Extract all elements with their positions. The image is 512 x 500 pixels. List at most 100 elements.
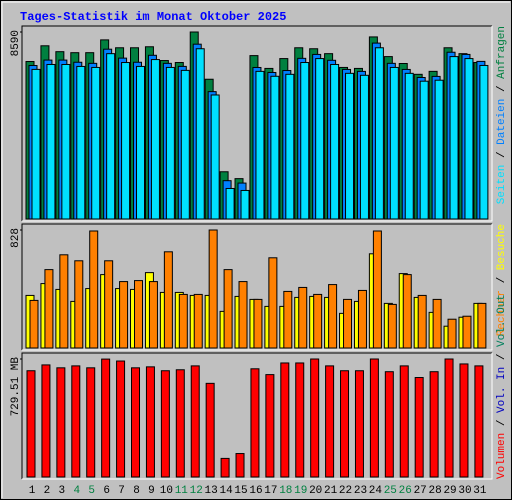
bar	[399, 365, 409, 478]
bar	[31, 68, 41, 220]
bar	[205, 382, 215, 478]
bar	[315, 58, 325, 220]
bar	[402, 274, 412, 349]
bar	[434, 79, 444, 220]
x-tick-label: 8	[133, 485, 140, 497]
bar	[46, 63, 56, 220]
bar	[165, 66, 175, 220]
bar	[295, 362, 305, 478]
bar	[432, 298, 442, 349]
bar	[357, 289, 367, 349]
bar	[255, 70, 265, 220]
bar	[195, 48, 205, 220]
bar	[89, 230, 99, 349]
bar	[447, 318, 457, 349]
x-tick-label: 5	[88, 485, 95, 497]
legend: Rechner / Besuche	[496, 224, 508, 336]
bar	[268, 257, 278, 349]
y-tick-label: 729.51 MB	[10, 357, 22, 417]
bar	[474, 365, 484, 478]
bar	[414, 377, 424, 478]
bar	[250, 368, 260, 478]
bar	[208, 229, 218, 349]
bar	[372, 230, 382, 349]
bar	[131, 367, 141, 478]
x-tick-label: 14	[219, 485, 233, 497]
bar	[417, 294, 427, 349]
bar	[429, 371, 439, 478]
bar	[238, 281, 248, 349]
bar	[369, 358, 379, 478]
panel-border	[22, 353, 493, 480]
x-tick-label: 1	[29, 485, 36, 497]
x-tick-label: 6	[103, 485, 110, 497]
bar	[387, 303, 397, 349]
bar	[404, 72, 414, 220]
legend: Volumen / Vol. In / Vol. Out	[496, 294, 508, 479]
bar	[225, 187, 235, 220]
bar	[479, 64, 489, 220]
bar	[310, 358, 320, 478]
legend-separator: /	[496, 145, 508, 165]
bar	[270, 75, 280, 220]
bar	[328, 284, 338, 349]
x-tick-label: 12	[190, 485, 203, 497]
bar	[91, 66, 101, 220]
bar	[71, 365, 81, 478]
bar	[223, 269, 233, 349]
bar	[101, 358, 111, 478]
legend-entry: Vol. In	[496, 367, 508, 413]
x-tick-label: 11	[175, 485, 189, 497]
x-tick-label: 22	[339, 485, 352, 497]
bar	[210, 94, 220, 220]
legend-entry: Dateien	[496, 99, 508, 145]
x-tick-label: 25	[384, 485, 397, 497]
x-tick-label: 24	[369, 485, 383, 497]
bar	[464, 58, 474, 220]
legend-entry: Volumen	[496, 433, 508, 479]
x-tick-label: 16	[249, 485, 262, 497]
bar	[330, 63, 340, 220]
bar	[56, 367, 66, 478]
bar	[240, 189, 250, 220]
bar	[265, 374, 275, 478]
x-tick-label: 31	[473, 485, 487, 497]
x-tick-label: 23	[354, 485, 367, 497]
bar	[389, 66, 399, 220]
bar	[136, 65, 146, 220]
bar	[313, 293, 323, 349]
bar	[235, 453, 245, 478]
legend-entry: Seiten	[496, 165, 508, 205]
bar	[384, 371, 394, 478]
legend-entry: Besuche	[496, 224, 508, 270]
bar	[283, 290, 293, 349]
bar	[180, 69, 190, 220]
bar	[163, 251, 173, 349]
bar	[285, 73, 295, 220]
bar	[134, 280, 144, 349]
bar	[300, 62, 310, 220]
bar	[104, 260, 114, 349]
bar	[41, 364, 51, 478]
panel-border	[21, 25, 492, 221]
x-tick-label: 2	[44, 485, 51, 497]
bar	[26, 370, 36, 478]
x-tick-label: 26	[399, 485, 412, 497]
bar	[444, 358, 454, 478]
bar	[345, 72, 355, 220]
bar	[61, 63, 71, 220]
legend: Seiten / Dateien / Anfragen	[496, 26, 508, 204]
x-tick-label: 30	[458, 485, 471, 497]
bar	[160, 370, 170, 478]
bar	[374, 47, 384, 220]
bar	[340, 370, 350, 478]
bar	[148, 281, 158, 349]
legend-separator: /	[496, 79, 508, 99]
bar	[253, 298, 263, 349]
chart-title: Tages-Statistik im Monat Oktober 2025	[20, 10, 286, 24]
panel-border	[22, 26, 493, 222]
bar	[86, 367, 96, 478]
bar	[119, 281, 129, 349]
x-tick-label: 28	[429, 485, 442, 497]
